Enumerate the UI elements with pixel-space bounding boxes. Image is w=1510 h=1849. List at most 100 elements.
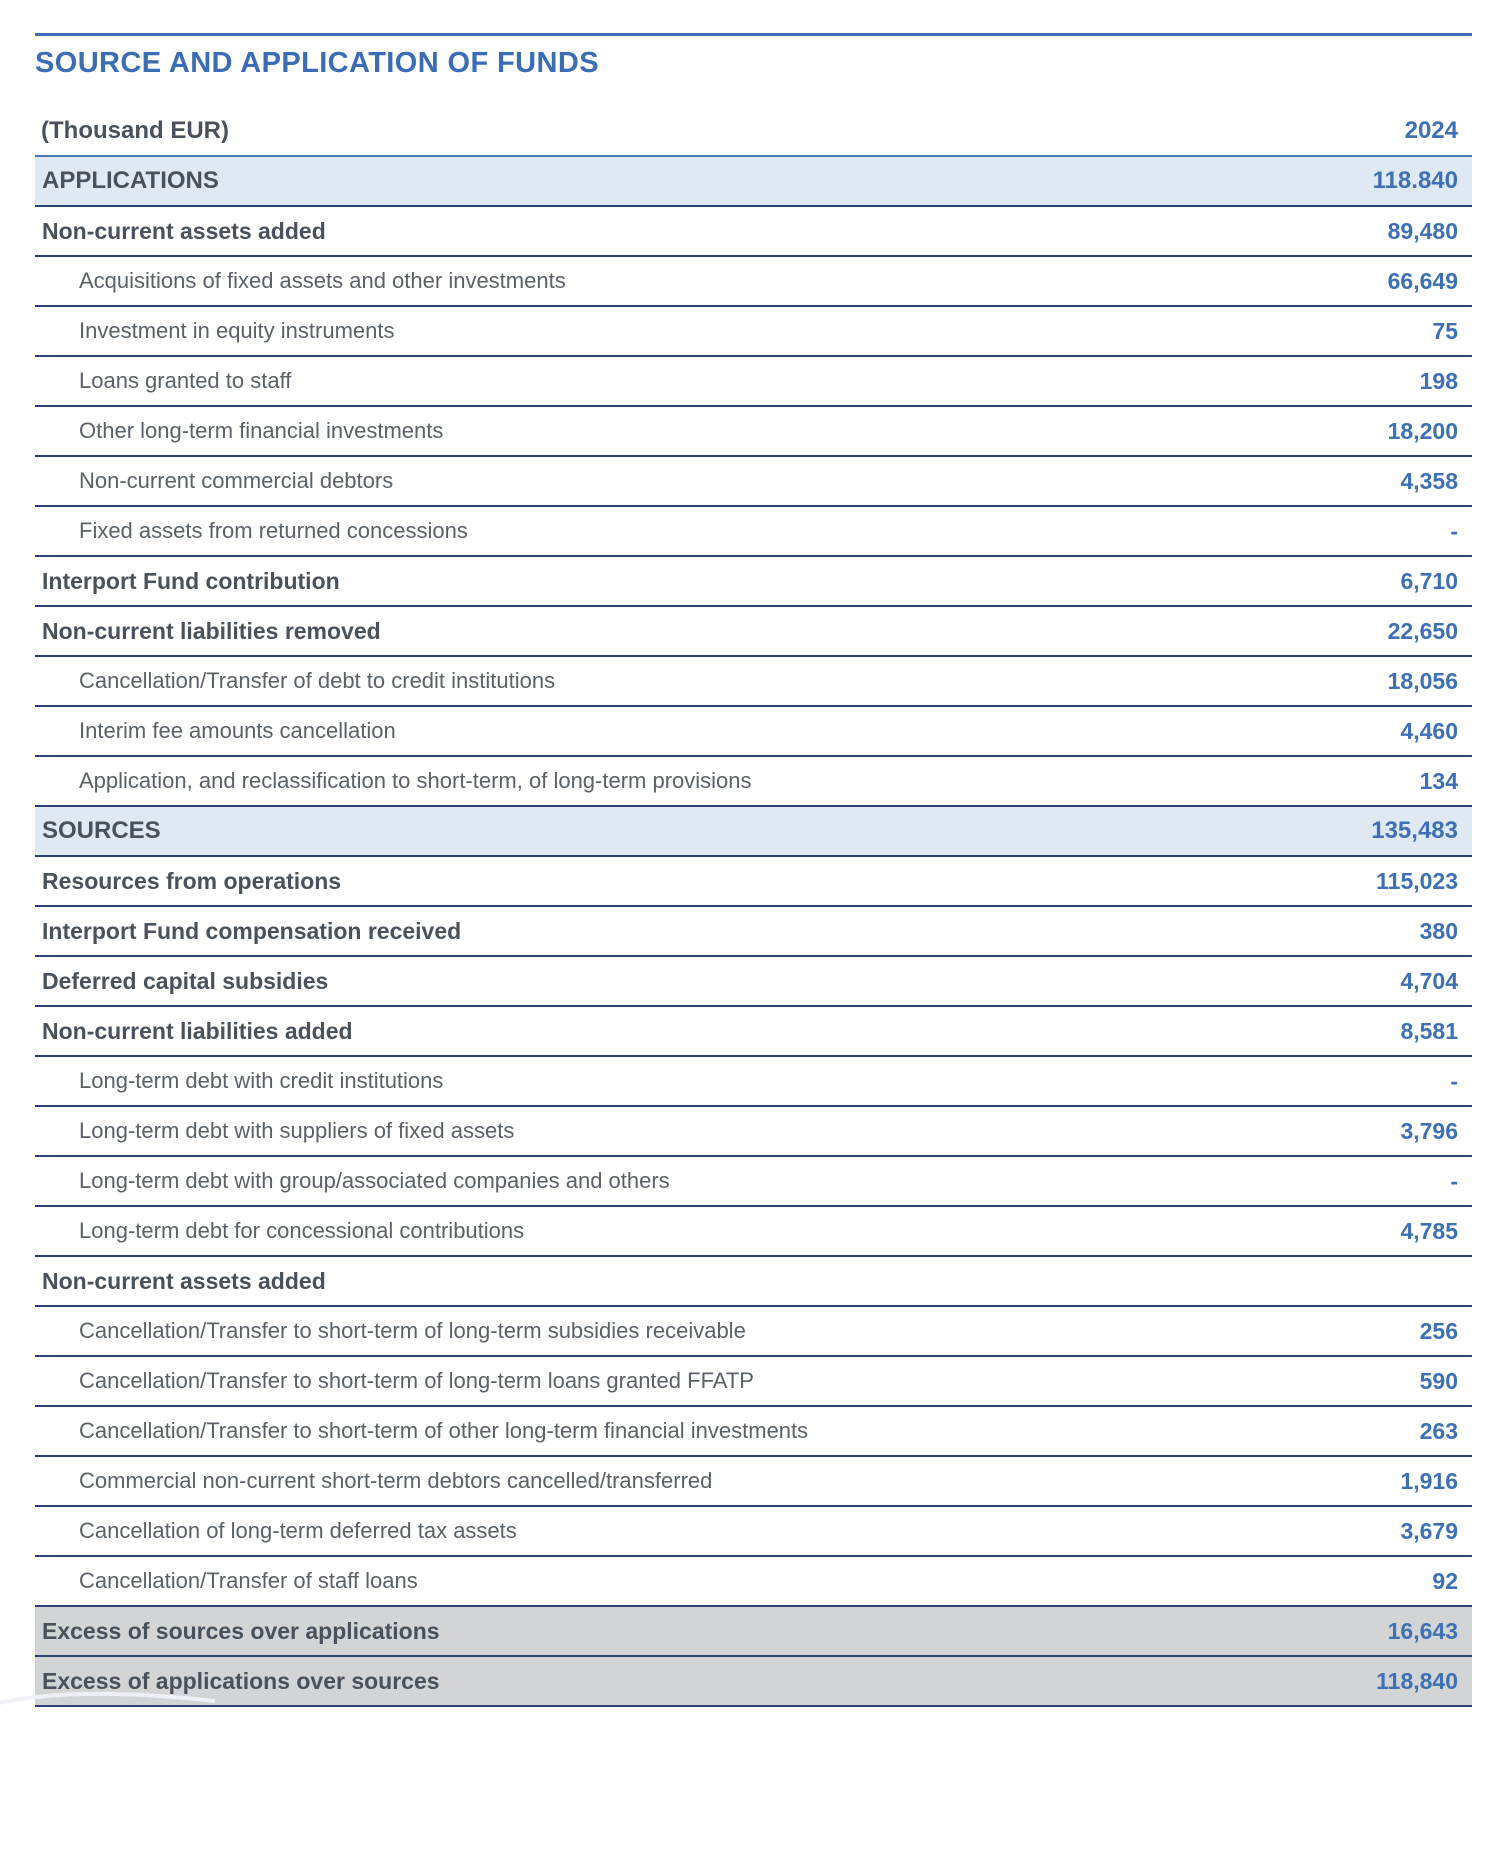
row-label: Cancellation/Transfer of debt to credit … (79, 668, 556, 693)
table-row: Non-current liabilities removed 22,650 (35, 607, 1472, 657)
table-row: Fixed assets from returned concessions - (35, 507, 1472, 557)
year-column-header: 2024 (1404, 117, 1458, 144)
row-value: 590 (1419, 1367, 1458, 1394)
row-value: 3,796 (1400, 1117, 1458, 1144)
row-label: APPLICATIONS (42, 167, 219, 194)
report-page: SOURCE AND APPLICATION OF FUNDS (Thousan… (0, 33, 1510, 1707)
table-row: Resources from operations 115,023 (35, 857, 1472, 907)
row-value: 22,650 (1387, 617, 1458, 644)
table-row: Non-current commercial debtors 4,358 (35, 457, 1472, 507)
row-label: Non-current liabilities removed (42, 617, 381, 644)
row-value: - (1450, 517, 1458, 544)
row-label: Interport Fund compensation received (42, 917, 462, 944)
row-value: 256 (1419, 1317, 1458, 1344)
row-value: - (1450, 1167, 1458, 1194)
row-label: Fixed assets from returned concessions (79, 518, 468, 543)
table-row: Cancellation/Transfer to short-term of l… (35, 1357, 1472, 1407)
row-value: 4,460 (1400, 717, 1458, 744)
table-row: Investment in equity instruments 75 (35, 307, 1472, 357)
table-row: Interport Fund compensation received 380 (35, 907, 1472, 957)
row-value: 118,840 (1376, 1667, 1458, 1694)
row-label: Loans granted to staff (79, 368, 292, 393)
row-label: Excess of applications over sources (42, 1667, 440, 1694)
row-value: 6,710 (1400, 567, 1458, 594)
row-value: 75 (1432, 317, 1458, 344)
row-label: Acquisitions of fixed assets and other i… (79, 268, 566, 293)
row-value: 4,358 (1400, 467, 1458, 494)
row-value: 118.840 (1372, 167, 1458, 194)
table-row: Other long-term financial investments 18,… (35, 407, 1472, 457)
table-row: Acquisitions of fixed assets and other i… (35, 257, 1472, 307)
table-row: Deferred capital subsidies 4,704 (35, 957, 1472, 1007)
table-header-row: (Thousand EUR) 2024 (35, 107, 1472, 157)
row-label: Resources from operations (42, 867, 342, 894)
table-row: Loans granted to staff 198 (35, 357, 1472, 407)
table-row: SOURCES 135,483 (35, 807, 1472, 857)
top-divider (35, 33, 1472, 36)
table-row: Non-current assets added 89,480 (35, 207, 1472, 257)
table-row: Long-term debt with credit institutions - (35, 1057, 1472, 1107)
table-row: Commercial non-current short-term debtor… (35, 1457, 1472, 1507)
row-value: 263 (1419, 1417, 1458, 1444)
row-label: Cancellation/Transfer of staff loans (79, 1568, 418, 1593)
table-row: Long-term debt with group/associated com… (35, 1157, 1472, 1207)
row-label: Long-term debt for concessional contribu… (79, 1218, 525, 1243)
row-label: Cancellation of long-term deferred tax a… (79, 1518, 517, 1543)
table-row: Non-current assets added (35, 1257, 1472, 1307)
row-label: Interim fee amounts cancellation (79, 718, 396, 743)
table-row: Non-current liabilities added 8,581 (35, 1007, 1472, 1057)
table-row: Cancellation of long-term deferred tax a… (35, 1507, 1472, 1557)
table-row: Cancellation/Transfer of staff loans 92 (35, 1557, 1472, 1607)
table-row: Interport Fund contribution 6,710 (35, 557, 1472, 607)
row-label: Non-current commercial debtors (79, 468, 394, 493)
row-value: 198 (1419, 367, 1458, 394)
row-value: 1,916 (1400, 1467, 1458, 1494)
row-value: 4,785 (1400, 1217, 1458, 1244)
row-label: Long-term debt with credit institutions (79, 1068, 444, 1093)
funds-table: (Thousand EUR) 2024 APPLICATIONS 118.840 N… (35, 107, 1472, 1707)
row-label: Deferred capital subsidies (42, 967, 329, 994)
table-row: Interim fee amounts cancellation 4,460 (35, 707, 1472, 757)
table-row: Long-term debt for concessional contribu… (35, 1207, 1472, 1257)
row-label: Investment in equity instruments (79, 318, 395, 343)
units-label: (Thousand EUR) (41, 117, 229, 144)
table-row: Application, and reclassification to sho… (35, 757, 1472, 807)
row-label: SOURCES (42, 817, 161, 844)
row-label: Excess of sources over applications (42, 1617, 440, 1644)
table-row: Excess of applications over sources 118,8… (35, 1657, 1472, 1707)
row-label: Cancellation/Transfer to short-term of l… (79, 1318, 746, 1343)
row-label: Non-current liabilities added (42, 1017, 353, 1044)
row-label: Non-current assets added (42, 217, 326, 244)
page-title: SOURCE AND APPLICATION OF FUNDS (35, 47, 599, 79)
table-row: Cancellation/Transfer of debt to credit … (35, 657, 1472, 707)
table-row: Cancellation/Transfer to short-term of l… (35, 1307, 1472, 1357)
row-value: 134 (1419, 767, 1458, 794)
row-value: 115,023 (1376, 867, 1458, 894)
row-label: Commercial non-current short-term debtor… (79, 1468, 713, 1493)
funds-table-body: APPLICATIONS 118.840 Non-current assets ad… (35, 157, 1472, 1707)
row-label: Other long-term financial investments (79, 418, 444, 443)
table-row: Long-term debt with suppliers of fixed a… (35, 1107, 1472, 1157)
row-value: 92 (1432, 1567, 1458, 1594)
row-label: Cancellation/Transfer to short-term of o… (79, 1418, 809, 1443)
row-value: 89,480 (1387, 217, 1458, 244)
row-label: Application, and reclassification to sho… (79, 768, 752, 793)
row-value: 4,704 (1400, 967, 1458, 994)
row-value: 135,483 (1371, 817, 1458, 844)
row-value: 16,643 (1387, 1617, 1458, 1644)
table-row: Cancellation/Transfer to short-term of o… (35, 1407, 1472, 1457)
table-row: APPLICATIONS 118.840 (35, 157, 1472, 207)
row-label: Long-term debt with group/associated com… (79, 1168, 670, 1193)
row-value: 66,649 (1387, 267, 1458, 294)
row-value: 380 (1419, 917, 1458, 944)
row-label: Long-term debt with suppliers of fixed a… (79, 1118, 515, 1143)
row-label: Interport Fund contribution (42, 567, 340, 594)
row-value: - (1450, 1067, 1458, 1094)
row-label: Non-current assets added (42, 1267, 326, 1294)
row-value: 18,200 (1387, 417, 1458, 444)
table-row: Excess of sources over applications 16,64… (35, 1607, 1472, 1657)
row-label: Cancellation/Transfer to short-term of l… (79, 1368, 754, 1393)
row-value: 8,581 (1400, 1017, 1458, 1044)
row-value: 18,056 (1387, 667, 1458, 694)
row-value: 3,679 (1400, 1517, 1458, 1544)
